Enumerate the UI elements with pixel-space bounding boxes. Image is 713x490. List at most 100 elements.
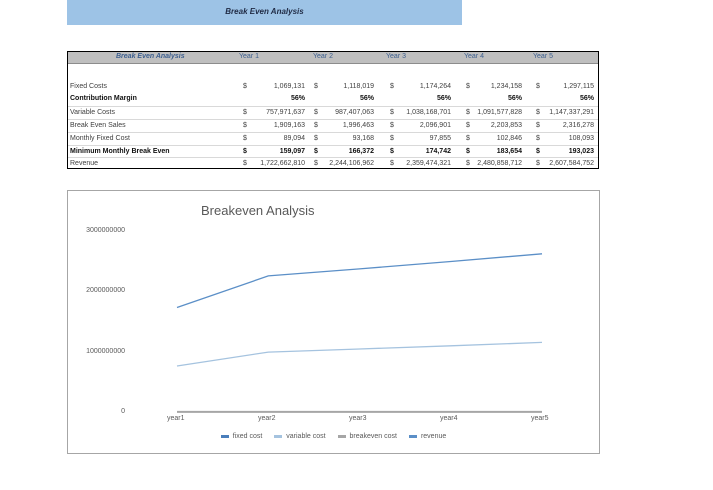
value-cell: 174,742 [425,148,451,155]
legend-swatch-fixed-cost [220,434,229,438]
row-label: Minimum Monthly Break Even [70,148,170,155]
header-year-5: Year 5 [533,53,553,60]
currency-symbol: $ [466,135,470,142]
currency-symbol: $ [390,83,394,90]
value-cell: 1,038,168,701 [406,109,451,116]
currency-symbol: $ [390,109,394,116]
x-tick-year4: year4 [440,415,458,422]
value-cell: 93,168 [352,135,374,142]
currency-symbol: $ [390,122,394,129]
value-cell: 2,096,901 [419,122,451,129]
currency-symbol: $ [390,160,394,167]
x-tick-year3: year3 [349,415,367,422]
table-row: Variable Costs $757,971,637 $987,407,063 $1… [68,106,598,120]
row-label: Variable Costs [70,109,116,116]
x-tick-year2: year2 [258,415,276,422]
value-cell: 1,118,019 [343,83,374,90]
y-tick-1b: 1000000000 [86,348,125,355]
value-cell: 89,094 [283,135,305,142]
currency-symbol: $ [536,160,540,167]
value-cell: 757,971,637 [266,109,305,116]
chart-title: Breakeven Analysis [201,203,315,218]
currency-symbol: $ [536,83,540,90]
break-even-table: Break Even Analysis Year 1 Year 2 Year 3… [67,51,599,169]
currency-symbol: $ [390,148,394,155]
table-row: Monthly Fixed Cost $89,094 $93,168 $97,855 $… [68,132,598,146]
value-cell: 2,480,858,712 [477,160,522,167]
value-cell: 56% [436,95,451,102]
value-cell: 56% [359,95,374,102]
value-cell: 183,654 [496,148,522,155]
currency-symbol: $ [243,109,247,116]
currency-symbol: $ [314,109,318,116]
value-cell: 1,722,662,810 [260,160,305,167]
breakeven-chart: Breakeven Analysis 3000000000 2000000000… [67,190,600,454]
value-cell: 193,023 [568,148,594,155]
value-cell: 2,244,106,962 [329,160,374,167]
value-cell: 97,855 [429,135,451,142]
row-label: Revenue [70,160,99,167]
currency-symbol: $ [536,122,540,129]
x-tick-year5: year5 [531,415,549,422]
legend-revenue: revenue [408,433,446,440]
legend-variable-cost: variable cost [274,433,326,440]
x-tick-year1: year1 [167,415,185,422]
currency-symbol: $ [466,148,470,155]
currency-symbol: $ [314,160,318,167]
value-cell: 1,234,158 [490,83,522,90]
currency-symbol: $ [536,135,540,142]
table-header: Break Even Analysis Year 1 Year 2 Year 3… [68,52,598,64]
value-cell: 1,174,264 [419,83,451,90]
table-row: Fixed Costs $1,069,131 $1,118,019 $1,174,26… [68,81,598,94]
currency-symbol: $ [390,135,394,142]
legend-breakeven-cost: breakeven cost [337,433,397,440]
value-cell: 108,093 [568,135,594,142]
series-line-variable-cost [176,341,543,367]
value-cell: 1,996,463 [342,122,374,129]
currency-symbol: $ [243,148,247,155]
value-cell: 56% [290,95,305,102]
currency-symbol: $ [314,135,318,142]
series-line-revenue [176,253,543,309]
currency-symbol: $ [466,83,470,90]
table-row: Minimum Monthly Break Even $159,097 $166,3… [68,145,598,159]
currency-symbol: $ [314,83,318,90]
value-cell: 1,069,131 [273,83,305,90]
value-cell: 159,097 [279,148,305,155]
value-cell: 2,203,853 [490,122,522,129]
header-year-4: Year 4 [464,53,484,60]
currency-symbol: $ [466,122,470,129]
legend-swatch-revenue [408,434,417,438]
row-label: Monthly Fixed Cost [70,135,130,142]
currency-symbol: $ [466,109,470,116]
header-year-1: Year 1 [239,53,259,60]
row-label: Break Even Sales [70,122,126,129]
currency-symbol: $ [466,160,470,167]
header-year-3: Year 3 [386,53,406,60]
currency-symbol: $ [314,122,318,129]
value-cell: 166,372 [348,148,374,155]
banner-title: Break Even Analysis [225,7,304,16]
legend-fixed-cost: fixed cost [220,433,262,440]
value-cell: 102,846 [496,135,522,142]
value-cell: 2,607,584,752 [549,160,594,167]
chart-plot-area [176,253,543,413]
value-cell: 56% [579,95,594,102]
title-banner: Break Even Analysis [67,0,462,25]
value-cell: 987,407,063 [335,109,374,116]
value-cell: 56% [507,95,522,102]
value-cell: 2,316,278 [562,122,594,129]
currency-symbol: $ [536,148,540,155]
currency-symbol: $ [243,135,247,142]
value-cell: 1,147,337,291 [549,109,594,116]
y-tick-2b: 2000000000 [86,287,125,294]
legend-swatch-breakeven-cost [337,434,346,438]
y-tick-0: 0 [121,408,125,415]
chart-legend: fixed cost variable cost breakeven cost … [68,433,599,440]
currency-symbol: $ [243,122,247,129]
currency-symbol: $ [314,148,318,155]
row-label: Contribution Margin [70,95,137,102]
header-title: Break Even Analysis [116,53,185,60]
row-label: Fixed Costs [70,83,107,90]
table-row: Contribution Margin 56% 56% 56% 56% 56% [68,93,598,106]
